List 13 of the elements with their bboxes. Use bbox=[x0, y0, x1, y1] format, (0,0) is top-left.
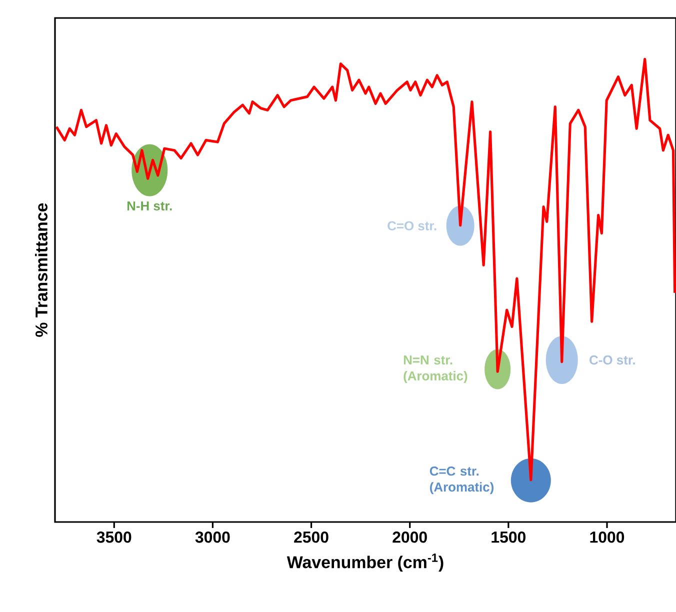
x-tick-label: 2000 bbox=[392, 532, 427, 543]
annotation: N-H str. bbox=[127, 201, 172, 210]
x-tick-label: 1000 bbox=[590, 532, 624, 543]
annotation: C-O str. bbox=[590, 355, 635, 365]
x-tick-label: 2500 bbox=[294, 532, 328, 543]
x-tick-label: 3500 bbox=[96, 532, 132, 543]
annotation: C=O str. bbox=[388, 221, 436, 230]
x-axis-title: Wavenumber (cm$^{-1}$) bbox=[286, 554, 444, 572]
annotation: C=C str. (Aromatic) bbox=[430, 466, 494, 494]
x-tick-label: 3000 bbox=[195, 532, 230, 543]
y-axis-title: % Transmittance bbox=[35, 203, 48, 337]
annotation: N=N str. (Aromatic) bbox=[404, 356, 468, 384]
x-tick-label: 1500 bbox=[492, 532, 526, 543]
